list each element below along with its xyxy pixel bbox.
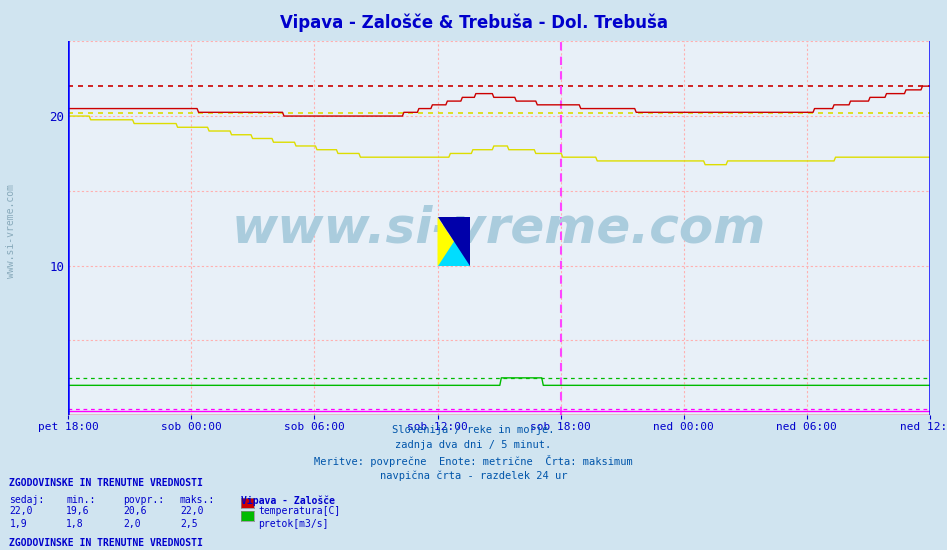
Text: Vipava - Zalošče & Trebuša - Dol. Trebuša: Vipava - Zalošče & Trebuša - Dol. Trebuš… [279, 14, 668, 32]
Text: 19,6: 19,6 [66, 506, 90, 516]
Text: pretok[m3/s]: pretok[m3/s] [259, 519, 329, 529]
Text: ZGODOVINSKE IN TRENUTNE VREDNOSTI: ZGODOVINSKE IN TRENUTNE VREDNOSTI [9, 538, 204, 548]
Text: 22,0: 22,0 [180, 506, 204, 516]
Polygon shape [438, 217, 471, 266]
Text: 22,0: 22,0 [9, 506, 33, 516]
Text: povpr.:: povpr.: [123, 495, 164, 505]
Text: temperatura[C]: temperatura[C] [259, 506, 341, 516]
Text: 2,5: 2,5 [180, 519, 198, 529]
Text: min.:: min.: [66, 495, 96, 505]
Text: www.si-vreme.com: www.si-vreme.com [7, 184, 16, 278]
Text: 20,6: 20,6 [123, 506, 147, 516]
Text: sedaj:: sedaj: [9, 495, 45, 505]
Text: 1,8: 1,8 [66, 519, 84, 529]
Text: Slovenija / reke in morje.: Slovenija / reke in morje. [392, 425, 555, 435]
Text: maks.:: maks.: [180, 495, 215, 505]
Text: 2,0: 2,0 [123, 519, 141, 529]
Text: www.si-vreme.com: www.si-vreme.com [232, 204, 766, 252]
Polygon shape [438, 217, 471, 266]
Text: 1,9: 1,9 [9, 519, 27, 529]
Text: zadnja dva dni / 5 minut.: zadnja dva dni / 5 minut. [396, 440, 551, 450]
Text: Meritve: povprečne  Enote: metrične  Črta: maksimum: Meritve: povprečne Enote: metrične Črta:… [314, 455, 633, 468]
Text: ZGODOVINSKE IN TRENUTNE VREDNOSTI: ZGODOVINSKE IN TRENUTNE VREDNOSTI [9, 478, 204, 488]
Text: Vipava - Zalošče: Vipava - Zalošče [241, 495, 335, 505]
Polygon shape [438, 217, 471, 266]
Text: navpična črta - razdelek 24 ur: navpična črta - razdelek 24 ur [380, 471, 567, 481]
